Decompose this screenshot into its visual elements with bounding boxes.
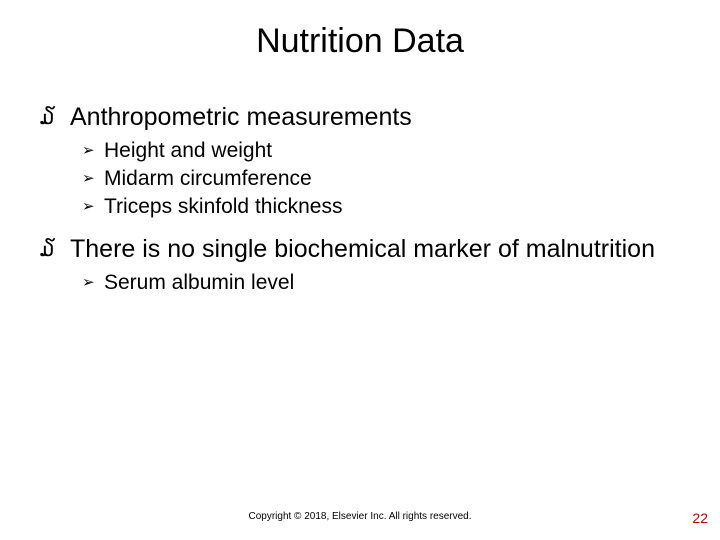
sublist: ➢ Height and weight ➢ Midarm circumferen… (82, 138, 680, 220)
arrow-icon: ➢ (82, 138, 104, 164)
content-area: ໓ Anthropometric measurements ➢ Height a… (40, 102, 680, 310)
list-item: ➢ Height and weight (82, 138, 680, 164)
list-item: ➢ Serum albumin level (82, 270, 680, 296)
list-item: ໓ Anthropometric measurements (40, 102, 680, 132)
sublist: ➢ Serum albumin level (82, 270, 680, 296)
list-item-text: Serum albumin level (104, 270, 294, 296)
copyright-footer: Copyright © 2018, Elsevier Inc. All righ… (0, 511, 720, 522)
arrow-icon: ➢ (82, 166, 104, 192)
list-item-text: Anthropometric measurements (70, 102, 412, 132)
slide-title: Nutrition Data (0, 22, 720, 61)
bullet-icon: ໓ (40, 102, 70, 132)
list-item: ➢ Triceps skinfold thickness (82, 194, 680, 220)
list-item-text: There is no single biochemical marker of… (70, 234, 655, 264)
list-item-text: Midarm circumference (104, 166, 312, 192)
list-item-text: Height and weight (104, 138, 272, 164)
bullet-icon: ໓ (40, 234, 70, 264)
arrow-icon: ➢ (82, 270, 104, 296)
list-item: ໓ There is no single biochemical marker … (40, 234, 680, 264)
arrow-icon: ➢ (82, 194, 104, 220)
page-number: 22 (692, 510, 708, 526)
slide: Nutrition Data ໓ Anthropometric measurem… (0, 0, 720, 540)
list-item-text: Triceps skinfold thickness (104, 194, 342, 220)
list-item: ➢ Midarm circumference (82, 166, 680, 192)
